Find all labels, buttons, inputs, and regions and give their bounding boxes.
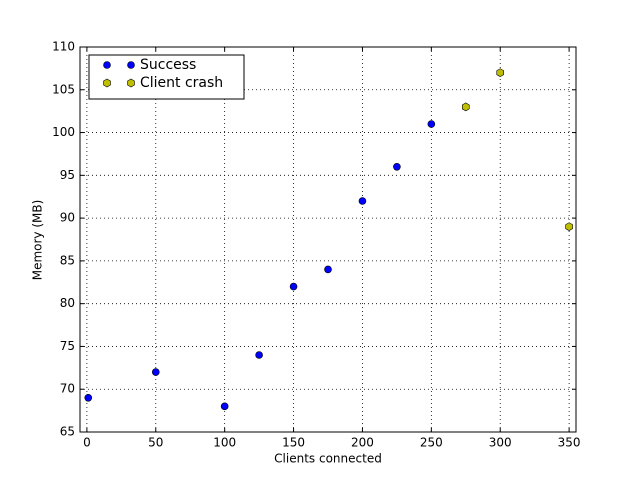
y-tick-label: 105 bbox=[52, 82, 75, 96]
plot-frame bbox=[79, 46, 577, 433]
y-tick-label: 80 bbox=[60, 296, 75, 310]
legend-label: Client crash bbox=[140, 75, 223, 91]
x-axis-label: Clients connected bbox=[274, 452, 382, 466]
y-tick-label: 100 bbox=[52, 125, 75, 139]
x-tick-label: 100 bbox=[213, 436, 236, 450]
data-point bbox=[462, 102, 470, 112]
y-tick-label: 75 bbox=[60, 339, 75, 353]
data-point bbox=[289, 282, 298, 291]
y-axis-label: Memory (MB) bbox=[31, 200, 45, 281]
data-point bbox=[324, 265, 332, 274]
data-point bbox=[84, 393, 93, 402]
legend-marker bbox=[103, 61, 111, 69]
legend-label: Success bbox=[140, 57, 196, 73]
x-tick-label: 250 bbox=[420, 436, 443, 450]
x-tick-label: 0 bbox=[83, 436, 91, 450]
data-point bbox=[427, 120, 436, 128]
y-tick-label: 95 bbox=[60, 168, 75, 182]
data-point bbox=[358, 197, 367, 205]
data-point bbox=[151, 368, 160, 376]
x-tick-label: 150 bbox=[282, 436, 305, 450]
data-point bbox=[255, 351, 263, 359]
data-point bbox=[565, 222, 573, 232]
legend-marker bbox=[127, 61, 135, 69]
legend-box bbox=[88, 54, 245, 100]
legend-marker bbox=[103, 78, 111, 88]
data-point bbox=[220, 402, 229, 411]
data-point bbox=[393, 162, 401, 171]
x-tick-label: 50 bbox=[148, 436, 163, 450]
legend-marker bbox=[127, 78, 135, 88]
data-point bbox=[496, 68, 504, 78]
x-tick-label: 350 bbox=[558, 436, 581, 450]
x-tick-label: 200 bbox=[351, 436, 374, 450]
y-tick-label: 85 bbox=[60, 253, 75, 267]
y-tick-label: 65 bbox=[60, 425, 75, 439]
x-tick-label: 300 bbox=[489, 436, 512, 450]
y-tick-label: 110 bbox=[52, 40, 75, 54]
y-tick-label: 90 bbox=[60, 211, 75, 225]
y-tick-label: 70 bbox=[60, 382, 75, 396]
